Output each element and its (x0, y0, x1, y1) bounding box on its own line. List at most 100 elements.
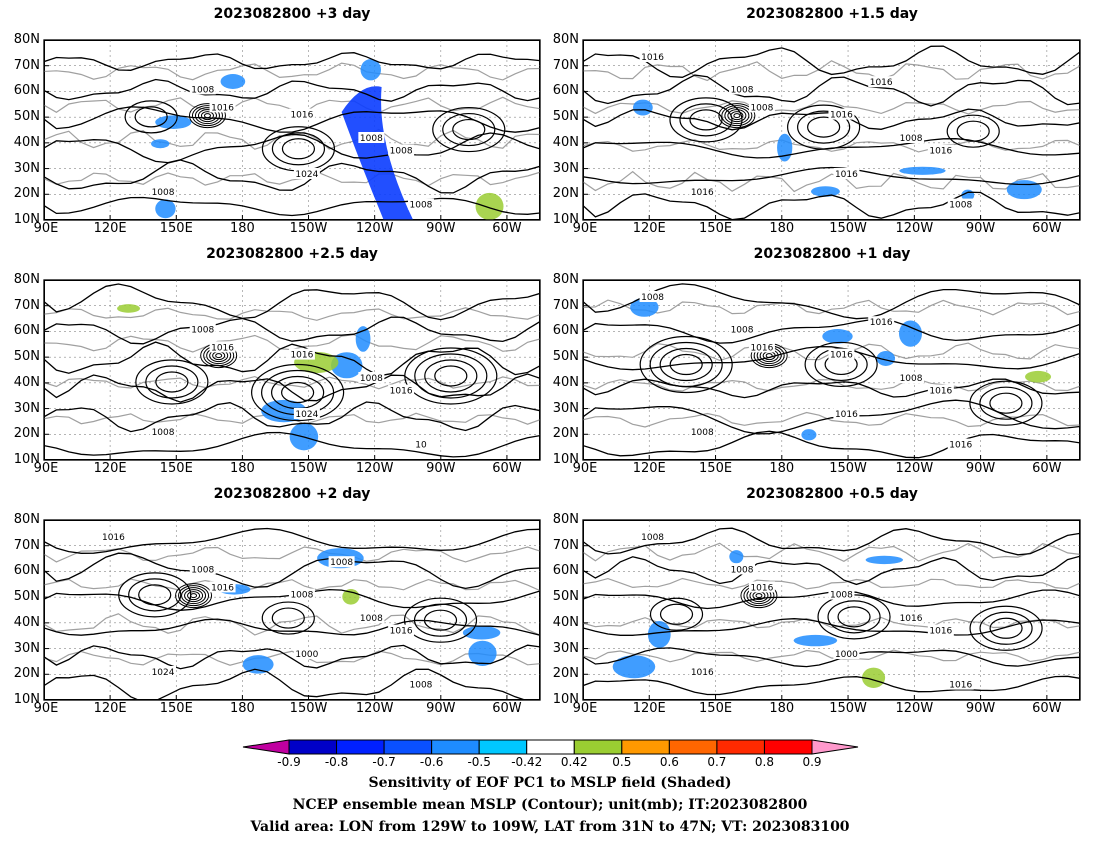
pressure-center-contour (414, 353, 488, 399)
coastline (583, 100, 1080, 115)
pressure-center-contour (442, 112, 496, 147)
pressure-contour (44, 644, 540, 670)
pressure-center-contour (138, 584, 172, 606)
pressure-contour (44, 159, 540, 194)
pressure-center-contour (989, 617, 1023, 639)
contour-label: 1008 (191, 325, 214, 335)
contour-label-bg (288, 348, 315, 360)
contour-label-bg (828, 348, 855, 360)
contour-label-bg (293, 648, 320, 659)
panel-title-5: 2023082800 +2 day (213, 486, 371, 502)
pressure-contour (44, 106, 540, 133)
contour-label: 1024 (295, 170, 318, 180)
contour-label: 1016 (835, 170, 858, 180)
pressure-contour (583, 527, 1080, 556)
low-pressure-contour (175, 583, 213, 609)
pressure-contour (44, 527, 540, 554)
lon-tick-label: 90W (965, 701, 996, 716)
contour-label: 1008 (152, 428, 175, 438)
contour-label: 1016 (870, 318, 893, 328)
lat-tick-label: 50N (552, 109, 579, 125)
contour-label-bg (729, 83, 756, 95)
contour-label: 1016 (691, 188, 714, 198)
contour-label: 1008 (641, 533, 664, 543)
pressure-center-contour (669, 353, 703, 376)
contour-label: 1016 (102, 533, 125, 543)
contour-label-bg (358, 132, 385, 143)
coastline (583, 649, 1080, 663)
lon-tick-label: 90E (33, 701, 59, 716)
negative-sensitivity-shade (220, 73, 246, 90)
coastline (44, 650, 540, 666)
pressure-contour (583, 318, 1080, 344)
contour-label: 1016 (691, 668, 714, 678)
contour-label: 1008 (830, 591, 853, 601)
map-frame (582, 39, 1081, 221)
colorbar-box (763, 739, 813, 755)
low-pressure-contour (727, 109, 747, 123)
coastline (44, 375, 540, 390)
lon-tick-label: 90E (572, 461, 598, 476)
contour-label: 1016 (929, 147, 952, 157)
contour-label-bg (927, 144, 954, 156)
lon-tick-label: 120W (355, 701, 394, 716)
lat-tick-label: 50N (552, 349, 579, 365)
low-pressure-contour (191, 105, 223, 127)
lat-tick-label: 10N (552, 212, 579, 227)
lat-tick-label: 70N (13, 297, 40, 313)
lat-tick-label: 30N (552, 640, 579, 656)
lon-tick-label: 150W (829, 221, 867, 236)
contour-label-bg (927, 384, 954, 396)
lat-tick-label: 60N (552, 563, 579, 579)
pressure-center-contour (989, 392, 1023, 414)
contour-label: 1008 (360, 614, 383, 624)
panel-title-1: 2023082800 +3 day (213, 6, 371, 22)
colorbar-tick-label: -0.6 (419, 755, 444, 769)
contour-label-bg (328, 556, 355, 568)
panel-title-3: 2023082800 +2.5 day (206, 246, 378, 262)
colorbar-tick-label: 0.8 (754, 755, 774, 769)
lat-tick-label: 30N (13, 160, 40, 176)
low-pressure-contour (755, 593, 763, 599)
pressure-contour (44, 431, 540, 458)
negative-sensitivity-shade (242, 655, 274, 674)
pressure-center-contour (403, 597, 478, 643)
negative-sensitivity-shade (647, 620, 671, 648)
lon-tick-label: 150E (159, 221, 193, 236)
lon-tick-label: 90E (33, 221, 59, 236)
contour-label-bg (748, 101, 775, 113)
coastline (583, 542, 1080, 562)
contour-label: 1016 (390, 387, 413, 397)
lon-tick-label: 120E (93, 221, 127, 236)
contour-label-bg (833, 408, 860, 419)
contour-label-bg (868, 76, 895, 88)
coastline (44, 546, 540, 563)
lat-tick-label: 40N (552, 374, 579, 390)
lat-tick-label: 10N (13, 692, 40, 707)
contour-label-bg (209, 101, 236, 113)
lon-tick-label: 120E (632, 461, 666, 476)
contour-label: 1016 (870, 78, 893, 88)
low-pressure-contour (200, 111, 214, 121)
coastline (44, 307, 540, 321)
negative-sensitivity-shade (876, 351, 896, 366)
pressure-center-contour (969, 380, 1043, 426)
lat-tick-label: 80N (13, 512, 40, 527)
negative-sensitivity-shade (468, 640, 497, 666)
contour-label: 1000 (295, 650, 318, 660)
pressure-contour (583, 555, 1080, 586)
contour-label-bg (293, 168, 320, 179)
lat-tick-label: 70N (13, 57, 40, 73)
contour-label: 1016 (211, 103, 234, 113)
contour-label: 1016 (830, 111, 853, 121)
colorbar-tick-label: 0.7 (707, 755, 727, 769)
lat-tick-label: 40N (13, 134, 40, 150)
pressure-contour (44, 668, 540, 700)
lon-tick-label: 90W (426, 461, 456, 476)
pressure-contour (583, 378, 1080, 399)
contour-label-bg (828, 108, 855, 120)
coastline (583, 139, 1080, 153)
contour-label-bg (189, 323, 216, 335)
lat-tick-label: 10N (552, 692, 579, 707)
colorbar-box (288, 739, 338, 755)
